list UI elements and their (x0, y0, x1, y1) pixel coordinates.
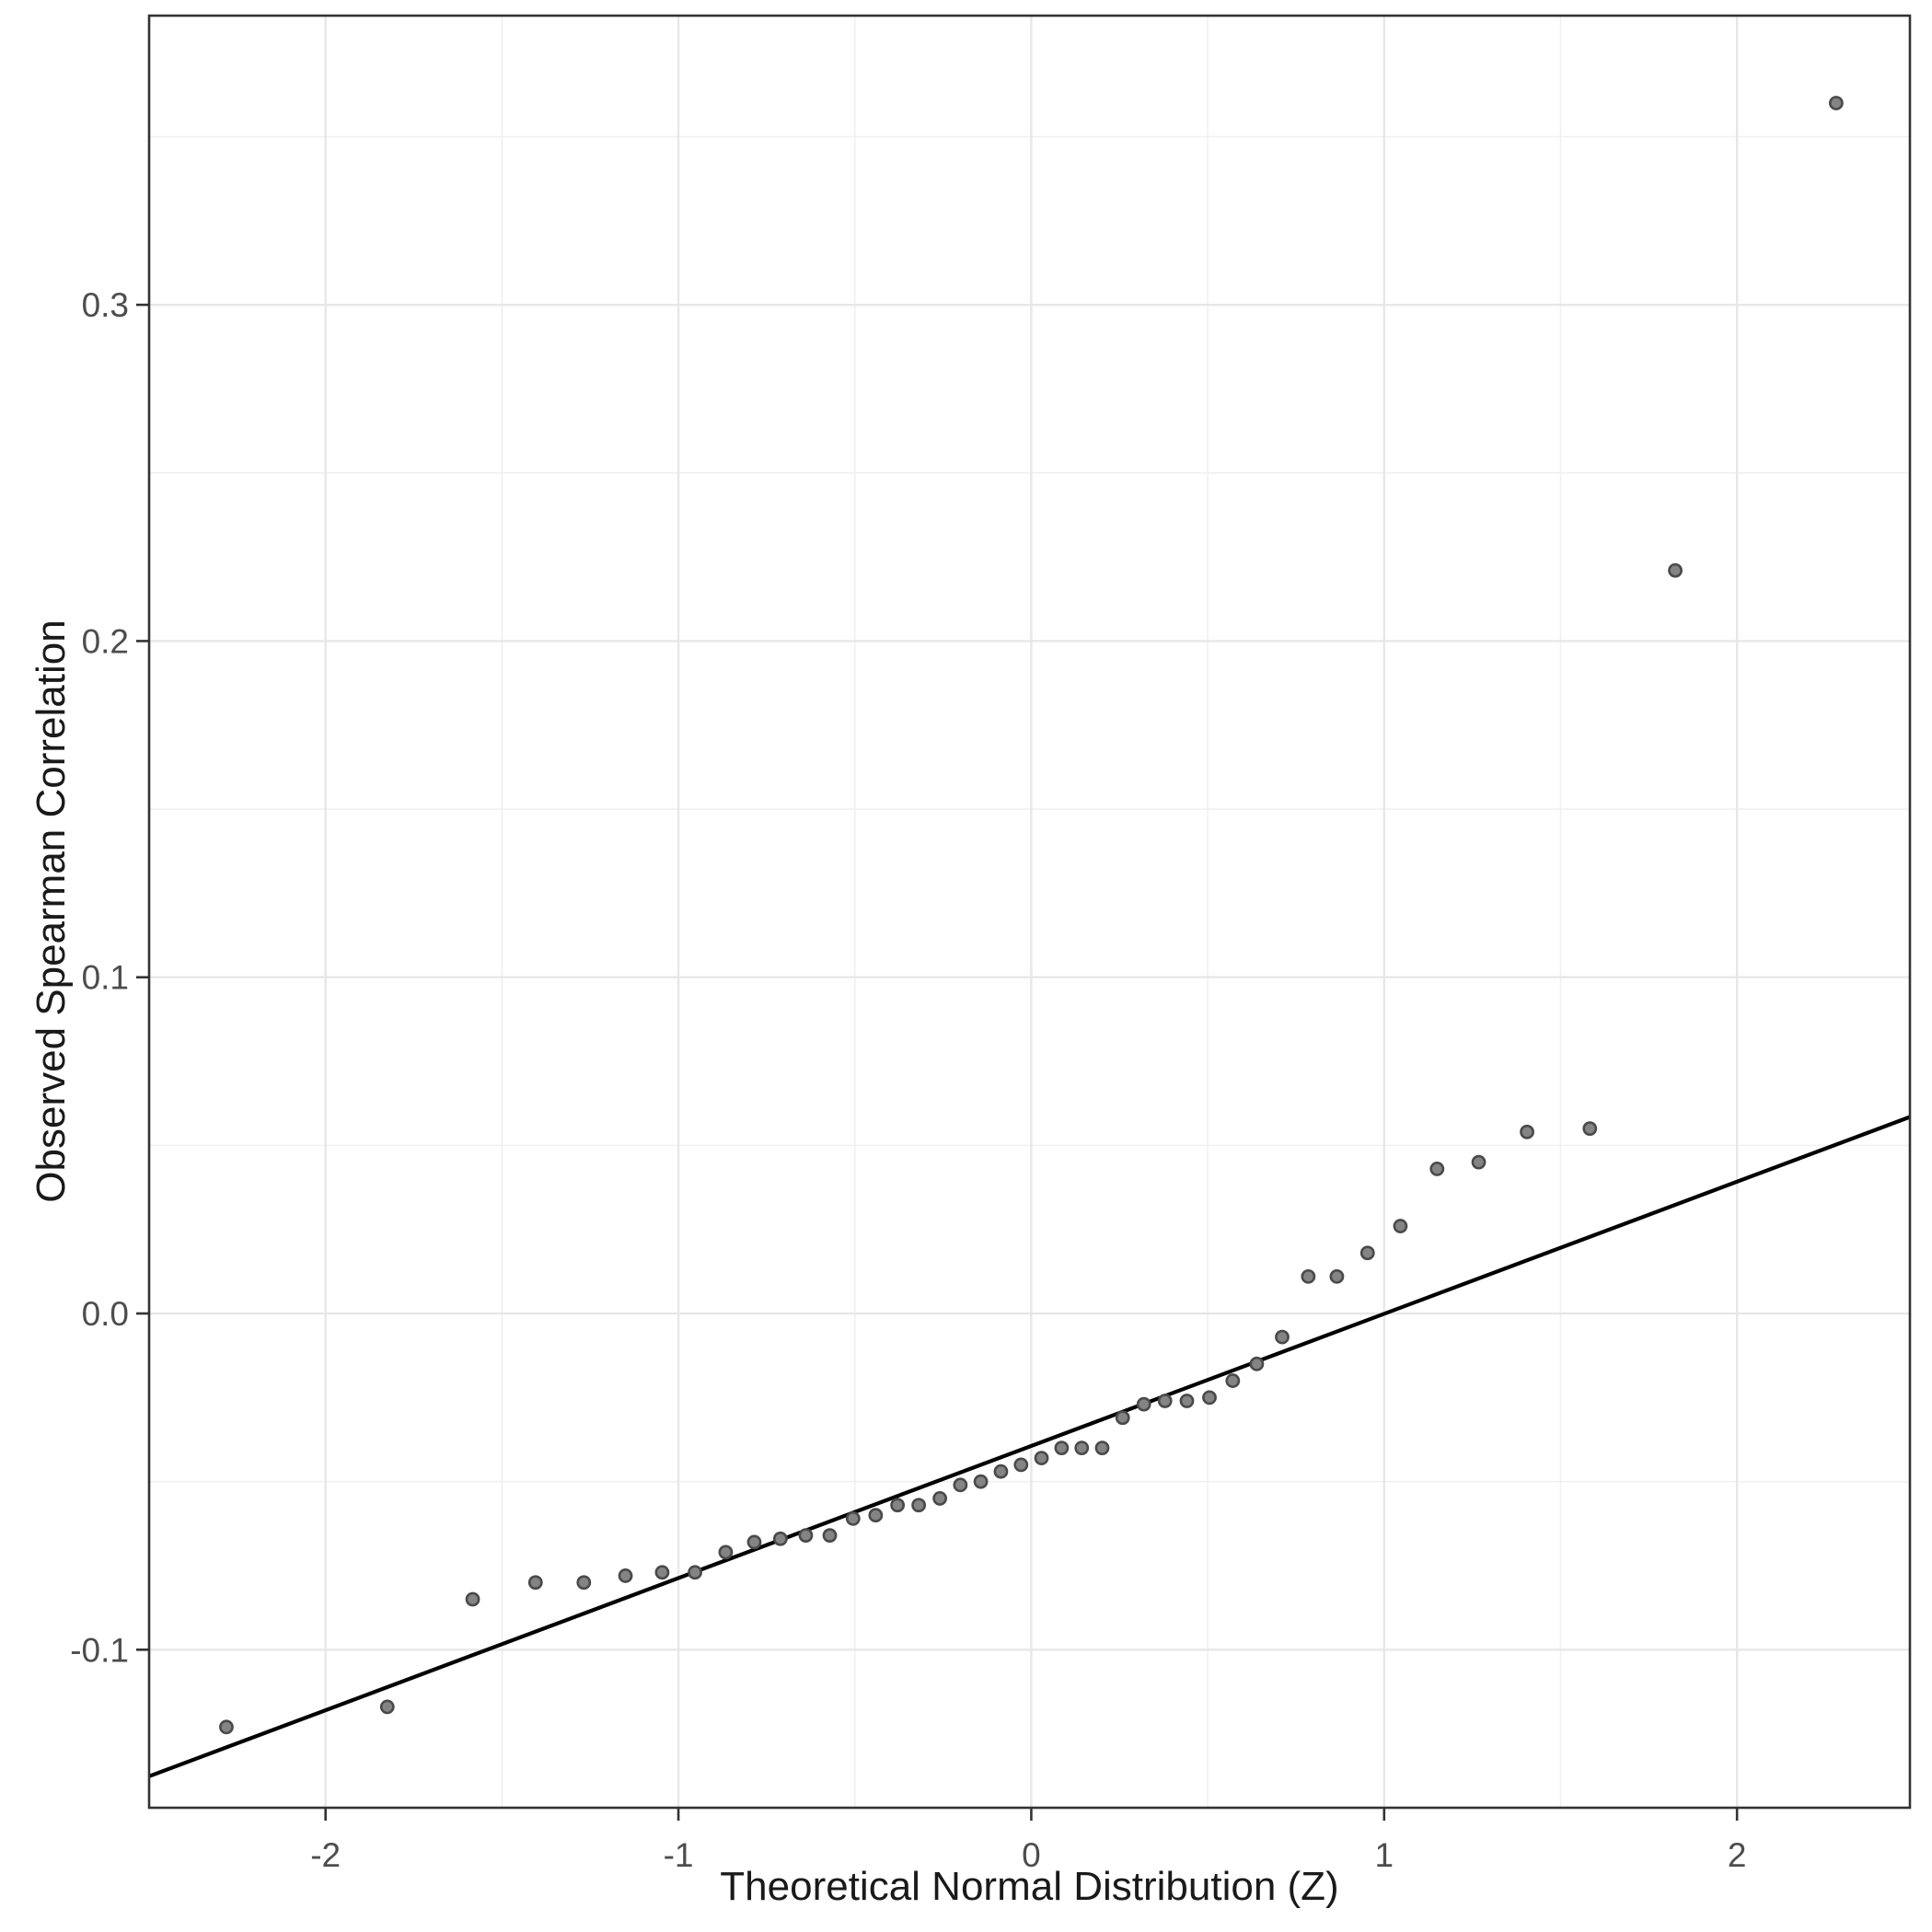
data-point (1034, 1451, 1049, 1465)
data-point (868, 1508, 884, 1523)
data-point (1115, 1410, 1130, 1426)
data-point (1054, 1440, 1070, 1456)
data-point (1202, 1390, 1217, 1406)
data-point (911, 1498, 927, 1513)
data-point (1157, 1394, 1173, 1408)
y-tick-label: 0.0 (82, 1295, 129, 1333)
data-point (1471, 1154, 1487, 1170)
data-point (618, 1568, 633, 1583)
y-tick-label: -0.1 (70, 1631, 129, 1669)
data-point (993, 1463, 1009, 1479)
data-point (890, 1498, 906, 1513)
data-point (219, 1719, 234, 1735)
data-point (688, 1565, 702, 1580)
data-point (1393, 1219, 1408, 1233)
data-point (1582, 1121, 1598, 1137)
x-tick-label: 0 (1022, 1836, 1041, 1874)
data-point (973, 1474, 989, 1489)
data-point (576, 1575, 592, 1591)
data-point (845, 1510, 861, 1526)
x-axis-title: Theoretical Normal Distribution (Z) (720, 1864, 1339, 1909)
data-point (1828, 96, 1844, 110)
data-point (1074, 1440, 1090, 1456)
data-point (953, 1477, 968, 1493)
data-point (1359, 1245, 1375, 1261)
y-axis-title: Observed Spearman Correlation (29, 619, 74, 1203)
data-point (1520, 1124, 1534, 1140)
data-point (798, 1528, 814, 1544)
data-point (1136, 1396, 1151, 1412)
data-point (1668, 562, 1683, 578)
panel-border (147, 14, 1912, 1810)
data-point (1275, 1329, 1290, 1345)
data-point (1301, 1268, 1316, 1284)
qq-reference-line (148, 1115, 1911, 1778)
x-tick-label: -1 (664, 1836, 694, 1874)
data-point (1094, 1440, 1110, 1456)
data-point (1249, 1356, 1265, 1371)
y-tick-label: 0.2 (82, 622, 129, 660)
data-point (379, 1699, 395, 1715)
data-point (1429, 1162, 1445, 1176)
data-point (746, 1534, 762, 1550)
data-point (527, 1575, 543, 1591)
y-tick-label: 0.1 (82, 959, 129, 997)
data-point (654, 1565, 670, 1580)
y-tick-label: 0.3 (82, 286, 129, 324)
data-point (1179, 1394, 1195, 1408)
x-tick-label: 1 (1374, 1836, 1394, 1874)
data-point (718, 1544, 734, 1560)
data-point (932, 1491, 948, 1506)
data-point (465, 1591, 480, 1607)
data-point (772, 1531, 788, 1546)
data-point (1013, 1457, 1029, 1473)
x-tick-label: -2 (310, 1836, 341, 1874)
data-point (1329, 1268, 1345, 1284)
data-point (1225, 1373, 1241, 1388)
data-point (822, 1528, 838, 1544)
x-tick-label: 2 (1728, 1836, 1747, 1874)
plot-panel (149, 16, 1910, 1808)
